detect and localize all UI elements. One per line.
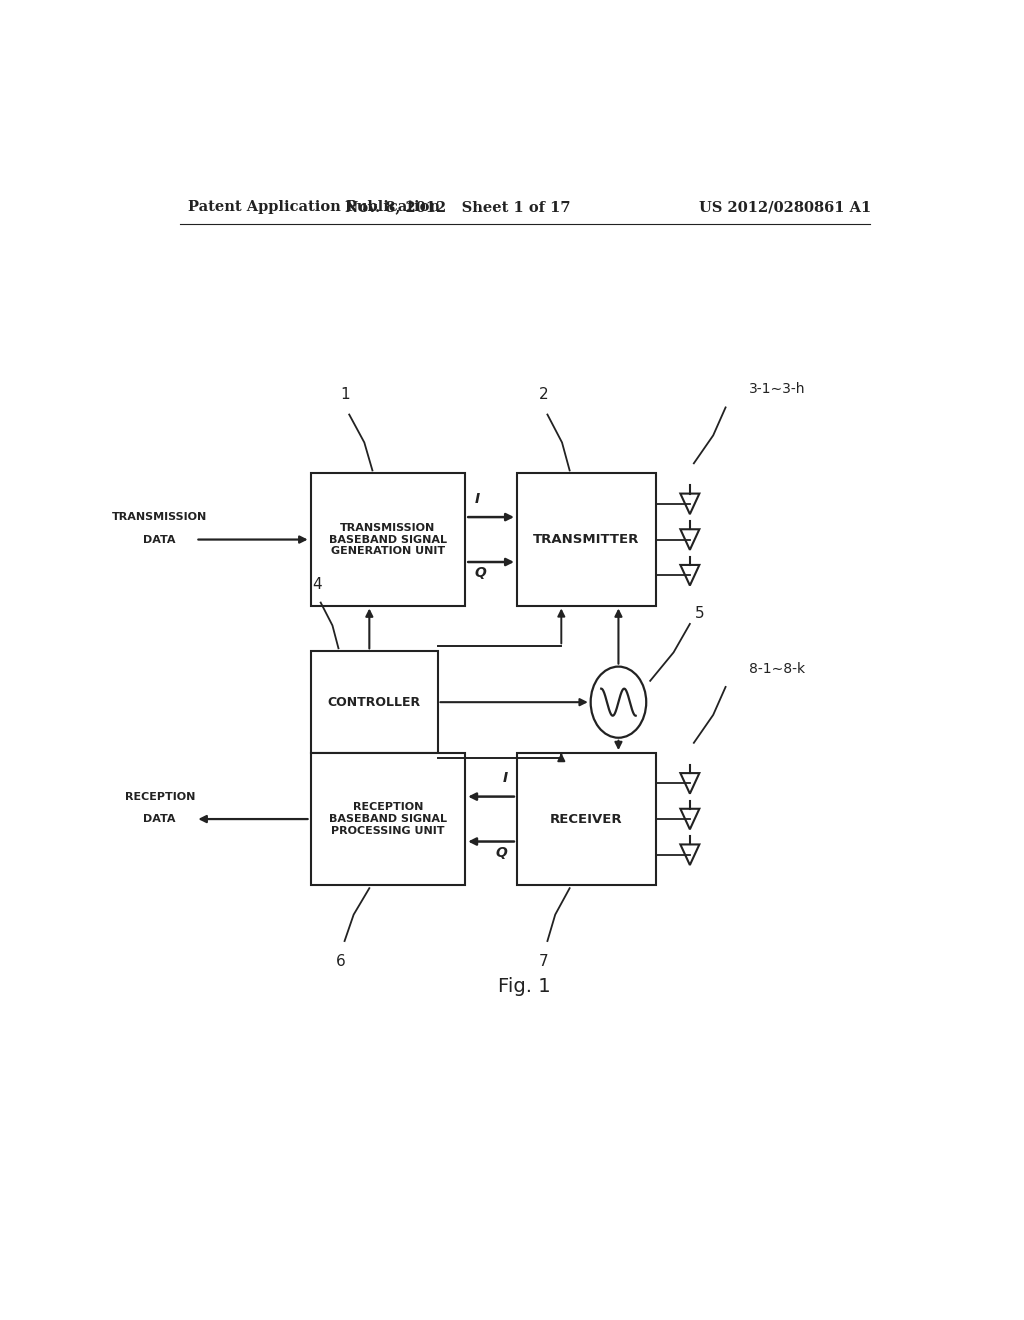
- FancyBboxPatch shape: [310, 651, 437, 752]
- Text: RECEPTION: RECEPTION: [125, 792, 195, 801]
- Text: 7: 7: [539, 954, 548, 969]
- Text: DATA: DATA: [143, 814, 176, 824]
- FancyBboxPatch shape: [517, 752, 655, 886]
- Text: RECEIVER: RECEIVER: [550, 813, 623, 825]
- Text: I: I: [475, 492, 480, 506]
- Text: US 2012/0280861 A1: US 2012/0280861 A1: [699, 201, 871, 214]
- FancyBboxPatch shape: [310, 474, 465, 606]
- Text: I: I: [502, 771, 507, 785]
- Text: Nov. 8, 2012   Sheet 1 of 17: Nov. 8, 2012 Sheet 1 of 17: [345, 201, 570, 214]
- Text: RECEPTION
BASEBAND SIGNAL
PROCESSING UNIT: RECEPTION BASEBAND SIGNAL PROCESSING UNI…: [329, 803, 446, 836]
- Text: Fig. 1: Fig. 1: [499, 977, 551, 997]
- Text: DATA: DATA: [143, 535, 176, 545]
- Text: 6: 6: [336, 954, 345, 969]
- Text: Q: Q: [475, 566, 486, 579]
- FancyBboxPatch shape: [517, 474, 655, 606]
- Text: 5: 5: [694, 606, 705, 622]
- Text: 4: 4: [312, 577, 322, 591]
- Text: TRANSMISSION
BASEBAND SIGNAL
GENERATION UNIT: TRANSMISSION BASEBAND SIGNAL GENERATION …: [329, 523, 446, 556]
- Text: 1: 1: [340, 387, 350, 401]
- Text: 8-1∼8-k: 8-1∼8-k: [750, 661, 805, 676]
- Text: CONTROLLER: CONTROLLER: [328, 696, 421, 709]
- FancyBboxPatch shape: [310, 752, 465, 886]
- Text: Q: Q: [496, 846, 507, 859]
- Text: TRANSMISSION: TRANSMISSION: [112, 512, 208, 523]
- Text: Patent Application Publication: Patent Application Publication: [187, 201, 439, 214]
- Text: 2: 2: [539, 387, 548, 401]
- Text: 3-1∼3-h: 3-1∼3-h: [749, 381, 806, 396]
- Text: TRANSMITTER: TRANSMITTER: [534, 533, 640, 546]
